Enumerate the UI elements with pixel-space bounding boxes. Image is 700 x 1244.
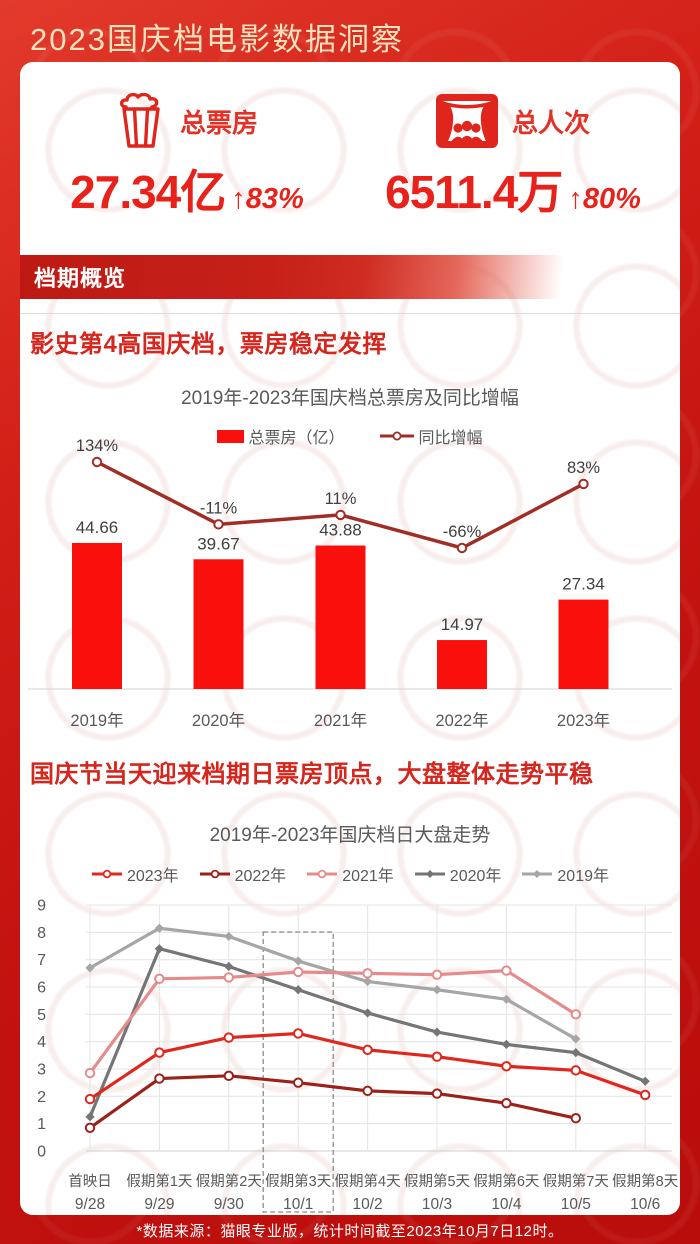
section-badge-label: 档期概览 <box>34 266 127 291</box>
content-card: 总票房 27.34亿 ↑83% <box>20 62 680 1215</box>
svg-text:134%: 134% <box>76 438 119 455</box>
legend-item: 2020年 <box>414 862 501 886</box>
svg-text:假期第7天: 假期第7天 <box>543 1172 609 1190</box>
legend-item: 2022年 <box>199 862 286 886</box>
svg-text:3: 3 <box>37 1062 46 1079</box>
svg-text:6: 6 <box>37 980 46 997</box>
stat-value: 6511.4万 <box>385 166 563 218</box>
svg-text:-66%: -66% <box>443 523 482 541</box>
chart1-title: 2019年-2023年国庆档总票房及同比增幅 <box>181 388 519 409</box>
svg-text:假期第2天: 假期第2天 <box>196 1172 262 1190</box>
legend-item: 2023年 <box>91 862 179 886</box>
svg-text:5: 5 <box>37 1007 46 1024</box>
svg-text:2: 2 <box>37 1089 46 1106</box>
svg-text:9/29: 9/29 <box>144 1196 174 1213</box>
stat-total-boxoffice: 总票房 27.34亿 ↑83% <box>37 90 337 222</box>
legend-item: 总票房（亿） <box>217 424 345 448</box>
svg-text:假期第5天: 假期第5天 <box>404 1172 470 1190</box>
svg-text:2022年: 2022年 <box>435 711 488 730</box>
svg-text:8: 8 <box>37 925 46 942</box>
stat-delta: ↑80% <box>568 183 641 215</box>
svg-text:10/6: 10/6 <box>630 1196 660 1213</box>
svg-text:9/30: 9/30 <box>214 1196 245 1213</box>
svg-text:83%: 83% <box>567 459 600 477</box>
svg-text:2023年: 2023年 <box>557 711 610 730</box>
stat-delta: ↑83% <box>231 183 304 215</box>
stat-label: 总人次 <box>511 107 590 138</box>
svg-text:4: 4 <box>37 1034 46 1051</box>
svg-text:首映日: 首映日 <box>68 1173 112 1190</box>
boxoffice-yoy-chart: 44.66 2019年 39.67 2020年 43.88 2021年 14.97 2022年… <box>28 438 672 730</box>
svg-text:10/4: 10/4 <box>491 1196 522 1213</box>
legend-item: 2021年 <box>306 862 394 886</box>
chart2-title: 2019年-2023年国庆档日大盘走势 <box>209 825 491 846</box>
svg-text:10/5: 10/5 <box>561 1196 591 1213</box>
chart2-legend: 2023年 2022年 2021年 2020年 2019年 <box>20 862 680 886</box>
section1-heading: 影史第4高国庆档，票房稳定发挥 <box>30 331 387 358</box>
popcorn-icon <box>119 93 160 148</box>
svg-text:9/28: 9/28 <box>75 1196 105 1213</box>
stat-value: 27.34亿 <box>70 166 226 218</box>
svg-text:假期第3天: 假期第3天 <box>265 1172 331 1190</box>
svg-text:-11%: -11% <box>200 499 238 517</box>
audience-icon <box>435 94 498 148</box>
data-source-note: *数据来源：猫眼专业版，统计时间截至2023年10月7日12时。 <box>136 1223 564 1240</box>
svg-text:2019年: 2019年 <box>70 711 123 730</box>
stat-total-admissions: 总人次 6511.4万 ↑80% <box>363 90 663 222</box>
svg-text:假期第4天: 假期第4天 <box>335 1172 401 1190</box>
svg-text:44.66: 44.66 <box>76 518 119 537</box>
legend-item: 同比增幅 <box>379 424 483 448</box>
svg-text:11%: 11% <box>325 490 357 508</box>
svg-text:43.88: 43.88 <box>319 521 362 540</box>
section2-heading: 国庆节当天迎来档期日票房顶点，大盘整体走势平稳 <box>30 761 594 788</box>
svg-text:7: 7 <box>37 952 46 969</box>
svg-text:假期第8天: 假期第8天 <box>612 1172 678 1190</box>
chart1-legend: 总票房（亿） 同比增幅 <box>20 424 680 448</box>
svg-text:假期第1天: 假期第1天 <box>126 1172 192 1190</box>
section-badge: 档期概览 <box>20 255 680 299</box>
svg-text:0: 0 <box>37 1144 46 1161</box>
svg-text:9: 9 <box>37 898 46 915</box>
legend-item: 2019年 <box>521 862 609 886</box>
svg-text:2021年: 2021年 <box>314 711 367 730</box>
stat-label: 总票房 <box>179 107 258 138</box>
page-title: 2023国庆档电影数据洞察 <box>30 22 404 57</box>
stats-row: 总票房 27.34亿 ↑83% <box>20 90 680 222</box>
svg-text:1: 1 <box>37 1116 46 1133</box>
svg-text:2020年: 2020年 <box>192 711 245 730</box>
svg-text:39.67: 39.67 <box>197 534 240 553</box>
svg-text:14.97: 14.97 <box>441 615 484 634</box>
svg-text:10/2: 10/2 <box>353 1196 383 1213</box>
svg-text:假期第6天: 假期第6天 <box>473 1172 539 1190</box>
svg-text:10/1: 10/1 <box>283 1196 313 1213</box>
daily-trend-chart: 0 1 2 3 4 5 6 7 8 9 首映日 9/28 假期第1天 9/29 假期第2天 9/30 假期第3天… <box>37 898 678 1213</box>
divider <box>20 313 680 314</box>
svg-text:27.34: 27.34 <box>562 575 605 594</box>
svg-text:10/3: 10/3 <box>422 1196 452 1213</box>
